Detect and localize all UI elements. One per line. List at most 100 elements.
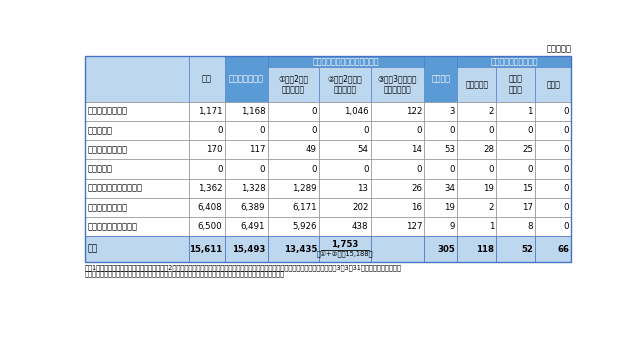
Bar — [84, 140, 189, 159]
Text: 1,289: 1,289 — [292, 184, 317, 193]
Bar — [84, 102, 189, 121]
Bar — [268, 159, 319, 179]
Bar — [535, 140, 572, 159]
Bar — [497, 237, 535, 262]
Bar — [189, 198, 225, 217]
Text: 0: 0 — [312, 165, 317, 174]
Bar — [497, 140, 535, 159]
Bar — [268, 56, 424, 67]
Bar — [189, 159, 225, 179]
Text: 0: 0 — [363, 165, 369, 174]
Text: 告示・省令の様式: 告示・省令の様式 — [88, 203, 128, 212]
Bar — [319, 121, 371, 140]
Bar — [458, 198, 497, 217]
Text: 3: 3 — [450, 107, 455, 116]
Text: 6,408: 6,408 — [198, 203, 223, 212]
Text: 押印義務の廃止: 押印義務の廃止 — [228, 75, 264, 84]
Text: 6,500: 6,500 — [198, 222, 223, 231]
Text: ③令和3年度以降
速やかに廃止: ③令和3年度以降 速やかに廃止 — [378, 75, 417, 94]
Text: 1,362: 1,362 — [198, 184, 223, 193]
Bar — [84, 217, 189, 237]
Text: 127: 127 — [406, 222, 422, 231]
Bar — [268, 67, 319, 102]
Text: 認印可: 認印可 — [547, 80, 560, 89]
Bar — [458, 67, 497, 102]
Bar — [497, 121, 535, 140]
Text: 6,171: 6,171 — [292, 203, 317, 212]
Text: 1,168: 1,168 — [241, 107, 266, 116]
Bar — [424, 217, 458, 237]
Bar — [424, 56, 458, 102]
Text: 0: 0 — [417, 165, 422, 174]
Bar — [268, 237, 319, 262]
Bar — [319, 217, 371, 237]
Bar — [535, 121, 572, 140]
Text: （①+②）：15,188）: （①+②）：15,188） — [317, 251, 373, 258]
Text: 0: 0 — [260, 126, 266, 135]
Text: 0: 0 — [417, 126, 422, 135]
Text: 15: 15 — [522, 184, 533, 193]
Text: 0: 0 — [312, 126, 317, 135]
Bar — [84, 159, 189, 179]
Bar — [268, 102, 319, 121]
Text: 印鑑証明付: 印鑑証明付 — [465, 80, 488, 89]
Bar — [458, 179, 497, 198]
Bar — [458, 159, 497, 179]
Text: 28: 28 — [483, 145, 494, 154]
Text: 15,611: 15,611 — [189, 245, 223, 254]
Text: 0: 0 — [312, 107, 317, 116]
Bar — [497, 67, 535, 102]
Text: 6,389: 6,389 — [241, 203, 266, 212]
Bar — [189, 102, 225, 121]
Text: （注1）本資料は、「行政手続等の棚卸（令和2年度調査）」における「押印原則の見直し」に対する、各府省からの回答（回答期日：令和3年3月31日）を集計したもの。: （注1）本資料は、「行政手続等の棚卸（令和2年度調査）」における「押印原則の見直… — [84, 264, 401, 271]
Text: 0: 0 — [564, 222, 569, 231]
Bar — [225, 159, 268, 179]
Bar — [535, 67, 572, 102]
Bar — [497, 102, 535, 121]
Text: 52: 52 — [521, 245, 533, 254]
Bar — [268, 217, 319, 237]
Bar — [225, 121, 268, 140]
Text: 0: 0 — [564, 126, 569, 135]
Text: 告示・省令に明文の根拠: 告示・省令に明文の根拠 — [88, 184, 143, 193]
Text: 2: 2 — [488, 203, 494, 212]
Text: 16: 16 — [411, 203, 422, 212]
Bar — [84, 56, 572, 262]
Text: 14: 14 — [411, 145, 422, 154]
Text: 0: 0 — [363, 126, 369, 135]
Text: 0: 0 — [564, 165, 569, 174]
Text: 法律に様式: 法律に様式 — [88, 126, 113, 135]
Bar — [371, 102, 424, 121]
Bar — [535, 102, 572, 121]
Text: 押印存続: 押印存続 — [431, 75, 451, 84]
Text: 34: 34 — [444, 184, 455, 193]
Bar — [424, 179, 458, 198]
Text: 法令・告示の根拠なし: 法令・告示の根拠なし — [88, 222, 138, 231]
Text: 登記印
登録印: 登記印 登録印 — [509, 75, 523, 94]
Bar — [84, 56, 189, 102]
Bar — [268, 140, 319, 159]
Text: 17: 17 — [522, 203, 533, 212]
Bar — [189, 140, 225, 159]
Bar — [189, 217, 225, 237]
Bar — [268, 121, 319, 140]
Bar — [84, 121, 189, 140]
Bar — [458, 102, 497, 121]
Bar — [84, 179, 189, 198]
Bar — [371, 198, 424, 217]
Bar — [535, 198, 572, 217]
Text: 政令に明文の根拠: 政令に明文の根拠 — [88, 145, 128, 154]
Bar — [424, 102, 458, 121]
Bar — [225, 56, 268, 102]
Text: 202: 202 — [352, 203, 369, 212]
Text: 117: 117 — [249, 145, 266, 154]
Text: 122: 122 — [406, 107, 422, 116]
Text: 1,753: 1,753 — [332, 240, 359, 249]
Bar — [371, 179, 424, 198]
Bar — [371, 140, 424, 159]
Text: 0: 0 — [217, 165, 223, 174]
Bar — [424, 198, 458, 217]
Text: 9: 9 — [450, 222, 455, 231]
Text: 19: 19 — [483, 184, 494, 193]
Bar — [497, 217, 535, 237]
